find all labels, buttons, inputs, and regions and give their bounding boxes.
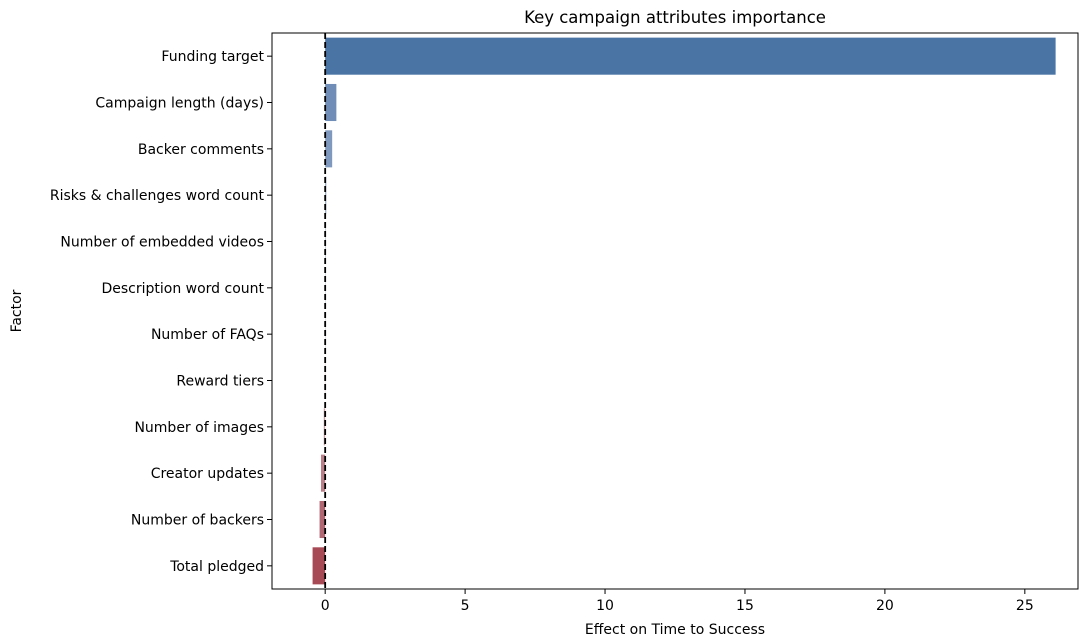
y-tick-label: Reward tiers	[176, 374, 264, 390]
y-tick-label: Funding target	[161, 49, 264, 65]
y-tick-label: Number of embedded videos	[60, 235, 264, 251]
x-tick-label: 0	[321, 598, 330, 614]
plot-frame	[271, 32, 1079, 590]
x-tick-label: 15	[736, 598, 754, 614]
chart-title: Key campaign attributes importance	[524, 8, 826, 27]
x-tick-label: 20	[876, 598, 894, 614]
bar	[325, 37, 1056, 75]
y-tick-label: Number of backers	[131, 513, 264, 529]
x-tick-label: 25	[1016, 598, 1034, 614]
y-tick-label: Risks & challenges word count	[50, 188, 265, 204]
bar	[323, 408, 326, 446]
bar	[312, 547, 326, 585]
x-tick-label: 5	[461, 598, 470, 614]
y-tick-label: Total pledged	[169, 559, 264, 575]
bar	[325, 83, 337, 122]
x-axis-label: Effect on Time to Success	[585, 622, 765, 638]
y-tick-layer: Funding target Campaign length (days) Back…	[50, 49, 272, 575]
bar	[325, 130, 333, 168]
x-tick-label: 10	[596, 598, 614, 614]
y-axis-label: Factor	[9, 289, 25, 332]
y-tick-label: Number of images	[134, 420, 264, 436]
y-tick-label: Description word count	[101, 281, 264, 297]
y-tick-label: Number of FAQs	[151, 327, 264, 343]
y-tick-label: Creator updates	[151, 466, 264, 482]
y-tick-label: Backer comments	[138, 142, 264, 158]
bar	[319, 500, 326, 539]
x-tick-layer: 0 5 10 15 20 25	[321, 589, 1034, 614]
bar	[320, 454, 326, 492]
bars-layer	[312, 37, 1056, 585]
y-tick-label: Campaign length (days)	[95, 96, 264, 112]
